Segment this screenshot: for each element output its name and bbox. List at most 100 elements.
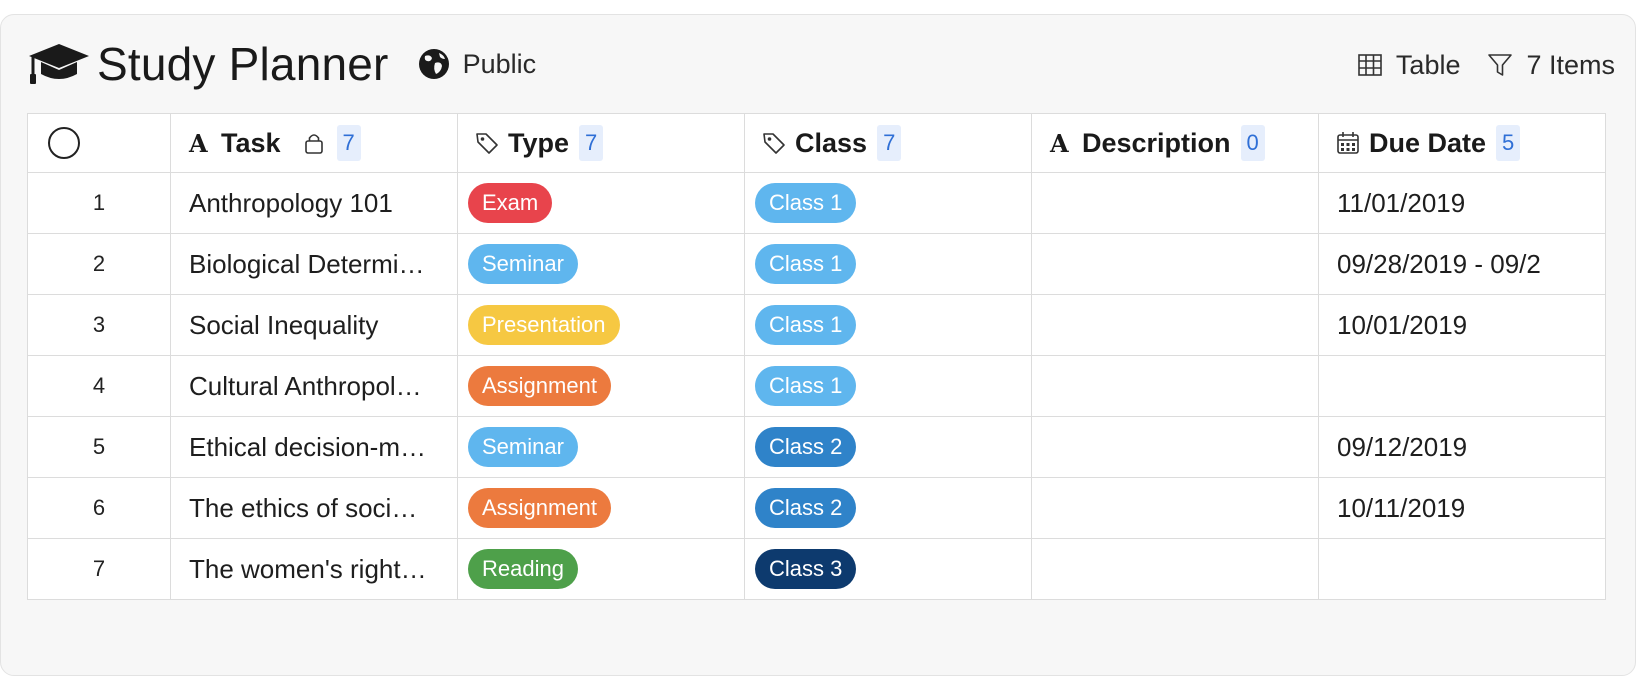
due-date-cell[interactable] — [1318, 538, 1606, 600]
select-all-circle-icon[interactable] — [48, 127, 80, 159]
task-cell[interactable]: The women's right… — [170, 538, 458, 600]
row-number[interactable]: 3 — [27, 294, 171, 356]
visibility-toggle[interactable]: Public — [417, 47, 537, 81]
class-count-badge: 7 — [877, 125, 902, 161]
table-row[interactable]: 5 Ethical decision-m… Seminar Class 2 09/12/… — [27, 416, 1606, 478]
task-count-badge: 7 — [336, 125, 361, 161]
type-cell[interactable]: Exam — [457, 172, 745, 234]
description-cell[interactable] — [1031, 172, 1319, 234]
description-cell[interactable] — [1031, 355, 1319, 417]
class-tag: Class 1 — [755, 183, 857, 223]
table-row[interactable]: 7 The women's right… Reading Class 3 — [27, 538, 1606, 600]
row-number[interactable]: 5 — [27, 416, 171, 478]
class-cell[interactable]: Class 3 — [744, 538, 1032, 600]
globe-icon — [417, 47, 451, 81]
tag-icon — [476, 133, 498, 154]
class-cell[interactable]: Class 1 — [744, 233, 1032, 295]
type-tag: Presentation — [468, 305, 620, 345]
svg-text:A: A — [1049, 130, 1069, 156]
class-cell[interactable]: Class 1 — [744, 172, 1032, 234]
type-tag: Seminar — [468, 244, 578, 284]
class-cell[interactable]: Class 2 — [744, 477, 1032, 539]
column-header-description[interactable]: A Description 0 — [1031, 113, 1319, 173]
lock-icon — [304, 134, 323, 154]
type-tag: Seminar — [468, 427, 578, 467]
type-tag: Reading — [468, 549, 578, 589]
visibility-label: Public — [462, 48, 537, 79]
column-header-task[interactable]: A Task 7 — [170, 113, 458, 173]
calendar-icon — [1337, 132, 1359, 154]
description-cell[interactable] — [1031, 416, 1319, 478]
description-cell[interactable] — [1031, 294, 1319, 356]
row-number[interactable]: 6 — [27, 477, 171, 539]
description-cell[interactable] — [1031, 477, 1319, 539]
text-field-icon: A — [1049, 130, 1069, 156]
table-row[interactable]: 2 Biological Determi… Seminar Class 1 09/28/… — [27, 233, 1606, 295]
table-header-row: A Task 7 — [27, 113, 1606, 173]
title-area: Study Planner Public — [27, 37, 536, 91]
due-date-count-badge: 5 — [1496, 125, 1521, 161]
page-title: Study Planner — [97, 38, 389, 90]
class-tag: Class 3 — [755, 549, 857, 589]
text-field-icon: A — [188, 130, 208, 156]
graduation-cap-icon — [27, 40, 91, 88]
type-cell[interactable]: Presentation — [457, 294, 745, 356]
view-table-button[interactable]: Table — [1356, 49, 1461, 81]
class-cell[interactable]: Class 1 — [744, 355, 1032, 417]
type-tag: Exam — [468, 183, 553, 223]
column-header-due-date[interactable]: Due Date 5 — [1318, 113, 1606, 173]
task-cell[interactable]: Biological Determi… — [170, 233, 458, 295]
table-row[interactable]: 6 The ethics of soci… Assignment Class 2 10/… — [27, 477, 1606, 539]
description-cell[interactable] — [1031, 538, 1319, 600]
table-row[interactable]: 4 Cultural Anthropol… Assignment Class 1 — [27, 355, 1606, 417]
description-cell[interactable] — [1031, 233, 1319, 295]
row-number[interactable]: 7 — [27, 538, 171, 600]
due-date-cell[interactable]: 09/28/2019 - 09/2 — [1318, 233, 1606, 295]
type-count-badge: 7 — [579, 125, 604, 161]
class-cell[interactable]: Class 2 — [744, 416, 1032, 478]
task-cell[interactable]: Cultural Anthropol… — [170, 355, 458, 417]
filter-button[interactable]: 7 Items — [1486, 50, 1615, 81]
column-header-class[interactable]: Class 7 — [744, 113, 1032, 173]
table-icon — [1358, 54, 1382, 76]
task-cell[interactable]: Ethical decision-m… — [170, 416, 458, 478]
type-cell[interactable]: Seminar — [457, 416, 745, 478]
row-number[interactable]: 4 — [27, 355, 171, 417]
type-cell[interactable]: Seminar — [457, 233, 745, 295]
class-tag: Class 1 — [755, 244, 857, 284]
table-row[interactable]: 3 Social Inequality Presentation Class 1 10/… — [27, 294, 1606, 356]
row-number[interactable]: 2 — [27, 233, 171, 295]
type-tag: Assignment — [468, 366, 611, 406]
class-tag: Class 1 — [755, 366, 857, 406]
table-row[interactable]: 1 Anthropology 101 Exam Class 1 11/01/2019 — [27, 172, 1606, 234]
toolbar: Table 7 Items — [1330, 45, 1615, 85]
class-tag: Class 2 — [755, 488, 857, 528]
description-count-badge: 0 — [1240, 125, 1265, 161]
task-cell[interactable]: Social Inequality — [170, 294, 458, 356]
row-number[interactable]: 1 — [27, 172, 171, 234]
table-container: A Task 7 — [27, 113, 1635, 600]
tag-icon — [763, 133, 785, 154]
type-tag: Assignment — [468, 488, 611, 528]
type-cell[interactable]: Assignment — [457, 355, 745, 417]
view-label: Table — [1395, 49, 1461, 80]
header: Study Planner Public — [1, 15, 1635, 113]
column-header-type[interactable]: Type 7 — [457, 113, 745, 173]
due-date-cell[interactable] — [1318, 355, 1606, 417]
study-planner-card: Study Planner Public — [0, 14, 1636, 676]
class-tag: Class 1 — [755, 305, 857, 345]
type-cell[interactable]: Assignment — [457, 477, 745, 539]
due-date-cell[interactable]: 10/01/2019 — [1318, 294, 1606, 356]
class-tag: Class 2 — [755, 427, 857, 467]
filter-label: 7 Items — [1526, 49, 1615, 80]
class-cell[interactable]: Class 1 — [744, 294, 1032, 356]
select-all-header[interactable] — [27, 113, 171, 173]
tasks-table: A Task 7 — [27, 113, 1606, 600]
filter-icon — [1488, 54, 1513, 76]
type-cell[interactable]: Reading — [457, 538, 745, 600]
due-date-cell[interactable]: 10/11/2019 — [1318, 477, 1606, 539]
task-cell[interactable]: Anthropology 101 — [170, 172, 458, 234]
due-date-cell[interactable]: 09/12/2019 — [1318, 416, 1606, 478]
task-cell[interactable]: The ethics of soci… — [170, 477, 458, 539]
due-date-cell[interactable]: 11/01/2019 — [1318, 172, 1606, 234]
